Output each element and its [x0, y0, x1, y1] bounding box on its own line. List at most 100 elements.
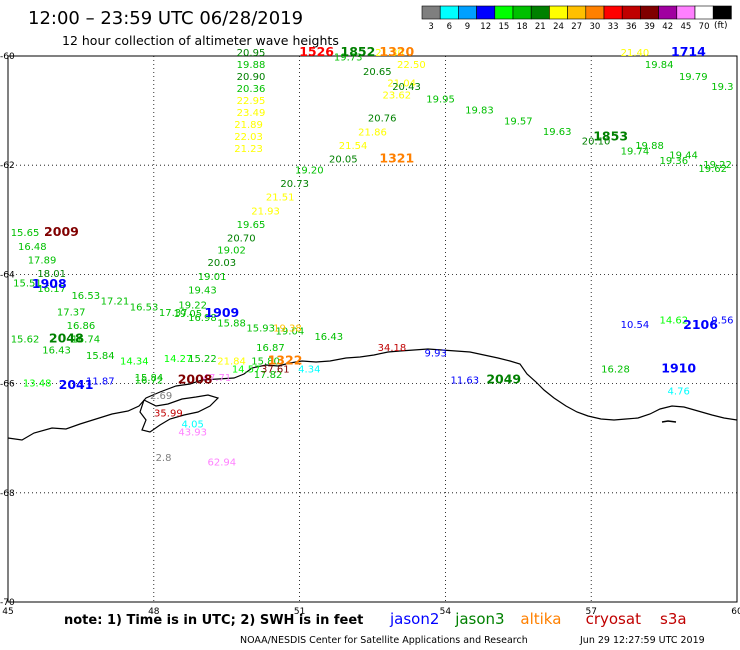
wave-height-value: 22.03 — [234, 132, 263, 143]
colorbar-swatch — [567, 5, 587, 20]
pass-time-label: 2106 — [683, 317, 718, 332]
pass-time-label: 1322 — [268, 352, 303, 367]
pass-time-label: 1910 — [661, 361, 696, 376]
wave-height-value: 17.89 — [28, 255, 57, 266]
track-1909: 16.98 15.88 15.93 19.04 16.43 1909 — [188, 305, 343, 343]
wave-height-value: 14.62 — [659, 316, 688, 327]
colorbar-swatch — [549, 5, 568, 20]
wave-height-value: 19.22 — [178, 300, 207, 311]
wave-height-value: 20.65 — [363, 67, 392, 78]
colorbar-label: 6 — [447, 22, 452, 32]
colorbar-label: 24 — [553, 22, 564, 32]
wave-height-value: 19.05 — [173, 309, 202, 320]
wave-height-value: 21.84 — [217, 356, 246, 367]
wave-height-value: 34.18 — [378, 343, 407, 354]
pass-time-label: 2009 — [44, 224, 79, 239]
pass-time-label: 1853 — [593, 129, 628, 144]
lat-tick-label: -64 — [0, 270, 15, 280]
lat-tick-label: -60 — [0, 52, 15, 62]
colorbar-label: 70 — [699, 22, 710, 32]
wave-height-value: 20.03 — [208, 258, 237, 269]
lon-tick-label: 45 — [2, 607, 13, 617]
wave-height-value: 16.98 — [188, 313, 217, 324]
wave-height-value: 19.74 — [621, 146, 650, 157]
wave-height-value: 17.37 — [57, 307, 86, 318]
track-misc: 34.18 9.93 11.63 — [378, 343, 480, 387]
colorbar-unit: (ft) — [714, 21, 728, 31]
pass-time-label: 1714 — [671, 44, 706, 59]
pass-time-label: 1908 — [32, 276, 67, 291]
lon-tick-label: 57 — [585, 607, 596, 617]
colorbar-swatch — [585, 5, 605, 20]
track-1910: 16.28 4.76 1910 — [601, 361, 696, 398]
colorbar-swatch — [676, 5, 696, 20]
wave-height-value: 20.90 — [237, 72, 266, 83]
wave-height-value: 20.76 — [368, 114, 397, 125]
colorbar-swatch — [476, 5, 496, 20]
wave-height-value: 21.40 — [621, 48, 650, 59]
wave-height-value: 16.43 — [42, 346, 71, 357]
legend-jason3: jason3 — [454, 610, 504, 628]
wave-height-value: 19.20 — [295, 165, 324, 176]
wave-height-value: 19.95 — [426, 94, 455, 105]
lat-tick-label: -66 — [0, 380, 15, 390]
wave-height-value: 19.43 — [188, 286, 217, 297]
wave-height-value: 4.05 — [182, 419, 204, 430]
wave-height-value: 62.94 — [208, 458, 237, 469]
colorbar-label: 12 — [480, 22, 491, 32]
wave-height-value: 19.01 — [198, 272, 227, 283]
wave-height-value: 18.01 — [37, 269, 66, 280]
wave-height-value: 14.57 — [232, 365, 261, 376]
wave-height-value: 19.36 — [659, 156, 688, 167]
colorbar-label: 18 — [517, 22, 528, 32]
pass-time-label: 2041 — [59, 377, 94, 392]
colorbar-swatch — [621, 5, 641, 20]
colorbar-label: 33 — [608, 22, 619, 32]
wave-height-value: 20.10 — [582, 136, 611, 147]
colorbar-swatch — [712, 5, 732, 20]
map-subtitle: 12 hour collection of altimeter wave hei… — [62, 33, 339, 48]
track-2008: 2.69 35.99 47.71 43.93 2.8 62.94 2008 — [150, 372, 236, 469]
wave-height-value: 16.53 — [71, 291, 100, 302]
colorbar-label: 9 — [465, 22, 470, 32]
colorbar-label: 15 — [498, 22, 509, 32]
wave-height-value: 21.23 — [234, 144, 263, 155]
coastline-island — [661, 420, 677, 423]
wave-height-value: 16.72 — [135, 376, 164, 387]
pass-time-label: 2048 — [49, 331, 84, 346]
wave-height-value: 43.93 — [178, 427, 207, 438]
lon-tick-label: 60 — [731, 607, 740, 617]
wave-height-value: 4.34 — [298, 365, 320, 376]
colorbar: 3 6 9 12 15 18 21 24 27 30 33 36 39 42 45 70 — [421, 5, 732, 32]
colorbar-label: 45 — [680, 22, 691, 32]
colorbar-swatch — [694, 5, 714, 20]
wave-height-value: 10.54 — [621, 320, 650, 331]
colorbar-swatch — [421, 5, 441, 20]
colorbar-label: 27 — [571, 22, 582, 32]
wave-height-value: 35.99 — [154, 408, 183, 419]
satellite-legend: jason2 jason3 altika cryosat s3a — [389, 610, 687, 628]
wave-height-value: 11.63 — [451, 376, 480, 387]
wave-height-value: 16.43 — [314, 332, 343, 343]
altimeter-tracks: 20.9519.8820.9020.3622.9523.4921.8922.03… — [11, 44, 734, 469]
wave-height-value: 19.73 — [334, 52, 363, 63]
wave-height-value: 20.43 — [392, 82, 421, 93]
colorbar-label: 21 — [535, 22, 546, 32]
wave-height-value: 16.17 — [37, 284, 66, 295]
colorbar-swatch — [512, 5, 532, 20]
wave-height-value: 15.65 — [11, 228, 40, 239]
colorbar-swatch — [603, 5, 623, 20]
wave-height-value: 16.53 — [130, 302, 159, 313]
wave-height-value: 19.22 — [703, 160, 732, 171]
wave-height-value: 20.05 — [329, 154, 358, 165]
wave-height-value: 19.57 — [504, 116, 533, 127]
colorbar-swatch — [530, 5, 550, 20]
colorbar-label: 36 — [626, 22, 637, 32]
pass-time-label: 2049 — [486, 372, 521, 387]
pass-time-label: 2008 — [178, 372, 213, 387]
track-1322: 19.38 37.61 4.34 4.05 1322 — [182, 324, 321, 431]
